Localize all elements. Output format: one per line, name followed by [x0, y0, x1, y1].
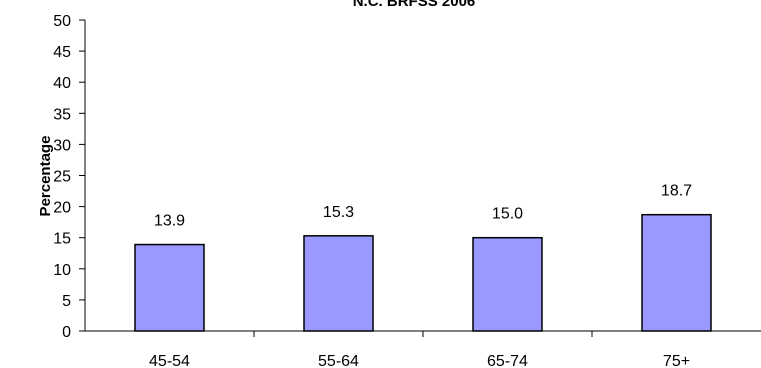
bar-value-label: 15.0 — [492, 206, 523, 223]
y-tick-label: 50 — [53, 13, 71, 30]
y-tick-label: 25 — [53, 169, 71, 186]
chart-title: N.C. BRFSS 2006 — [353, 0, 476, 10]
bar-value-label: 13.9 — [154, 213, 185, 230]
bar — [134, 243, 205, 332]
y-tick-label: 5 — [62, 293, 71, 310]
y-axis-title: Percentage — [37, 136, 54, 217]
y-tick-label: 35 — [53, 106, 71, 123]
bar-value-label: 18.7 — [661, 183, 692, 200]
bars-group: 13.9 15.3 15.0 18.7 — [134, 183, 712, 332]
x-category-label: 45-54 — [149, 353, 190, 368]
y-tick-label: 10 — [53, 262, 71, 279]
y-tick-label: 40 — [53, 75, 71, 92]
x-category-label: 75+ — [663, 353, 690, 368]
bar-value-label: 15.3 — [323, 204, 354, 221]
x-axis: 45-54 55-64 65-74 75+ — [85, 330, 761, 368]
y-tick-label: 15 — [53, 231, 71, 248]
y-tick-label: 30 — [53, 137, 71, 154]
y-tick-label: 0 — [62, 324, 71, 341]
bar — [303, 235, 374, 332]
y-tick-label: 45 — [53, 44, 71, 61]
bar — [472, 236, 543, 332]
bar — [641, 213, 712, 332]
y-tick-label: 20 — [53, 200, 71, 217]
x-category-label: 65-74 — [487, 353, 528, 368]
x-category-label: 55-64 — [318, 353, 359, 368]
y-axis: 0 5 10 15 20 25 30 35 40 45 50 — [53, 13, 86, 341]
